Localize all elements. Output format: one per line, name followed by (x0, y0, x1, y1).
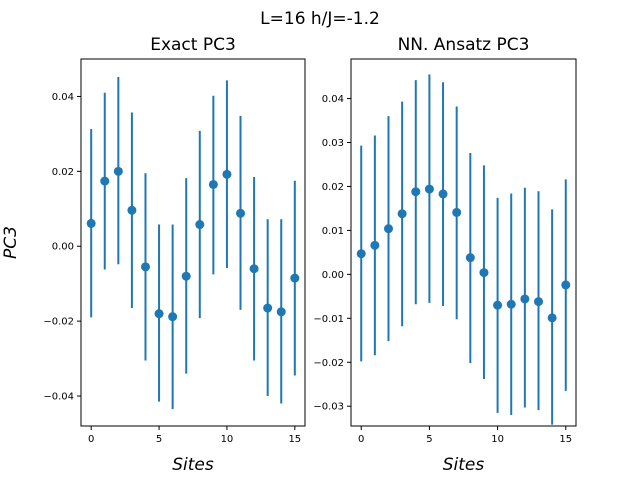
data-point (506, 299, 516, 309)
data-point (384, 224, 393, 234)
x-tick-label: 5 (426, 434, 432, 445)
y-tick-label: 0.01 (322, 226, 344, 237)
y-tick-label: 0.02 (52, 167, 74, 178)
y-tick-label: 0.03 (322, 138, 344, 149)
data-point (263, 303, 273, 313)
data-point (236, 208, 246, 218)
y-tick-label: 0.04 (322, 94, 344, 105)
data-point (356, 249, 366, 259)
subplot-1: Exact PC3 0 5 10 15 −0.04 −0.02 0.00 0.02 0.04 Sit… (1, 35, 306, 475)
subplot-2: NN. Ansatz PC3 0 5 10 15 −0.03 −0.02 −0.01 0.00 0… (313, 35, 577, 475)
y-tick-label: −0.02 (43, 317, 74, 328)
data-point (479, 268, 489, 278)
data-point (438, 189, 448, 199)
data-point (290, 273, 300, 283)
data-point (520, 294, 530, 304)
axes-frame (80, 58, 306, 427)
y-tick-label: −0.01 (313, 314, 344, 325)
x-tick-label: 15 (559, 434, 572, 445)
data-point (140, 262, 150, 272)
x-tick-label: 5 (156, 434, 162, 445)
data-point (249, 264, 259, 274)
data-point (424, 184, 434, 194)
data-point (547, 313, 557, 323)
x-axis-label: Sites (443, 455, 485, 475)
y-tick-label: 0.00 (52, 242, 74, 253)
x-tick-label: 10 (221, 434, 234, 445)
y-tick-label: 0.04 (52, 92, 74, 103)
figure-suptitle: L=16 h/J=-1.2 (260, 9, 380, 29)
data-point (195, 220, 205, 230)
data-point (561, 280, 571, 290)
data-point (411, 187, 421, 197)
axes-frame (350, 58, 577, 427)
data-point (168, 312, 178, 322)
x-tick-label: 10 (491, 434, 504, 445)
data-point (86, 218, 96, 228)
y-tick-label: −0.04 (43, 392, 74, 403)
data-point (276, 307, 286, 317)
y-tick-label: −0.02 (313, 358, 344, 369)
data-point (465, 253, 475, 263)
data-point (154, 309, 164, 319)
y-axis-label: PC3 (1, 226, 21, 259)
subplots: Exact PC3 0 5 10 15 −0.04 −0.02 0.00 0.02 0.04 Sit… (1, 35, 577, 475)
x-axis-label: Sites (172, 455, 214, 475)
x-tick-label: 15 (288, 434, 301, 445)
data-point (222, 169, 232, 179)
x-tick-label: 0 (88, 434, 94, 445)
y-tick-label: 0.02 (322, 182, 344, 193)
data-point (452, 207, 462, 217)
data-point (113, 166, 123, 176)
subplot-title: NN. Ansatz PC3 (398, 35, 530, 55)
data-point (493, 300, 503, 310)
data-series (356, 74, 571, 425)
data-point (208, 179, 218, 189)
x-tick-label: 0 (358, 434, 364, 445)
subplot-title: Exact PC3 (150, 35, 236, 55)
y-tick-label: −0.03 (313, 402, 344, 413)
data-point (370, 240, 380, 250)
data-point (127, 205, 137, 215)
y-tick-label: 0.00 (322, 270, 344, 281)
data-point (397, 209, 407, 219)
data-series (86, 76, 300, 410)
data-point (100, 176, 110, 186)
data-point (534, 297, 543, 307)
data-point (181, 271, 191, 281)
